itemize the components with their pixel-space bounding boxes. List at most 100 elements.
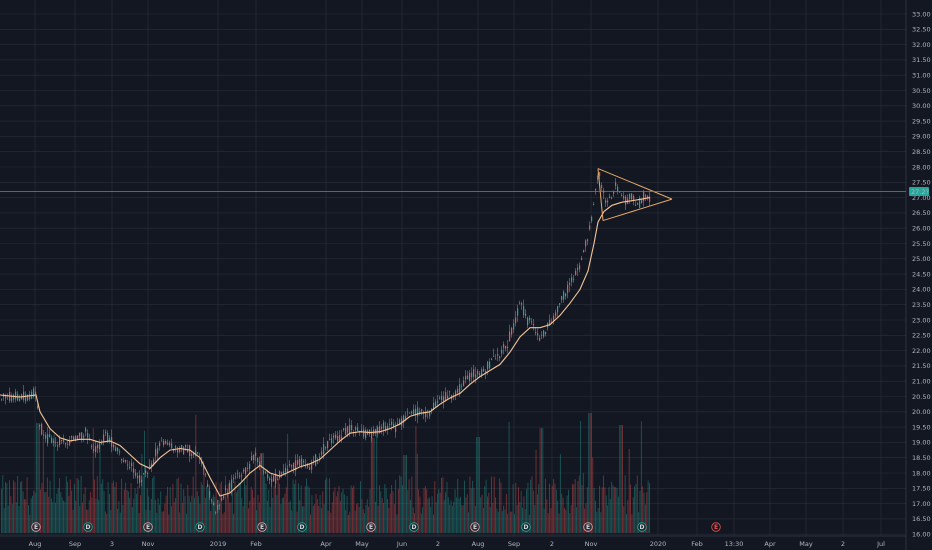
volume-bar [331,502,333,533]
volume-bar [482,508,484,533]
volume-bar [358,507,360,533]
volume-bar [65,476,67,533]
candle-body [405,416,407,419]
volume-bar [526,488,528,533]
candle-body [473,369,475,377]
candle-body [539,337,541,341]
volume-bar [195,414,197,533]
volume-bar [229,502,231,533]
candle-body [51,437,53,443]
volume-bar [601,487,603,533]
candle-body [11,395,13,402]
volume-bar [141,453,143,533]
candle-body [597,175,599,180]
volume-bar [28,504,29,533]
volume-bar [46,477,48,533]
volume-bar [427,498,429,533]
volume-bar [595,500,596,533]
volume-bar [643,492,645,533]
volume-bar [234,481,236,533]
price-tick-label: 22.50 [912,332,931,340]
candle-body [421,409,423,412]
candle-body [471,372,473,378]
earnings-marker[interactable]: E [257,522,267,532]
candle-body [357,427,359,431]
volume-bar [342,488,344,533]
candle-body [445,391,447,401]
candle-body [349,424,351,435]
volume-bar [88,500,90,533]
dividend-marker[interactable]: D [521,522,531,532]
candle-body [23,391,25,400]
volume-bar [392,491,394,533]
dividend-marker[interactable]: D [83,522,93,532]
volume-bar [401,485,403,533]
candle-body [297,460,299,465]
earnings-marker[interactable]: E [583,522,593,532]
candle-body [187,449,189,453]
triangle-pattern-drawing[interactable] [597,168,673,222]
volume-bar [44,492,46,533]
volume-bar [2,475,4,533]
candle-body [483,368,485,372]
volume-bar [585,503,587,533]
volume-bar [14,482,16,533]
price-axis[interactable]: 33.00 32.50 32.00 31.50 31.00 30.50 30.00 29.50… [912,10,931,538]
candle-body [609,196,611,199]
volume-bar [609,499,611,533]
volume-bar [200,481,202,533]
candle-body [65,442,67,445]
candle-body [587,239,589,242]
candle-body [153,459,155,464]
volume-bar [306,478,307,533]
volume-bar [504,509,506,533]
volume-bar [323,504,325,533]
candle-body [213,502,215,506]
volume-bar [80,476,82,533]
earnings-marker[interactable]: E [366,522,376,532]
candle-body [171,443,173,449]
volume-bar [406,455,407,533]
volume-bar [393,504,395,533]
volume-bar [7,505,9,533]
time-tick-label: 2020 [650,540,667,548]
dividend-marker[interactable]: D [409,522,419,532]
candle-body [185,445,187,447]
candle-body [321,451,323,455]
candle-body [377,427,379,434]
volume-bar [349,511,351,533]
triangle-upper-line[interactable] [597,168,673,200]
volume-bar [210,511,212,533]
earnings-marker[interactable]: E [711,522,721,532]
volume-bar [164,503,166,533]
dividend-marker[interactable]: D [637,522,647,532]
triangle-lower-line[interactable] [602,198,673,222]
volume-bar [281,498,283,533]
earnings-marker[interactable]: E [31,522,41,532]
candlesticks[interactable] [1,171,651,515]
candle-body [523,306,525,316]
volume-bar [34,492,36,533]
volume-bars [1,413,650,533]
earnings-marker[interactable]: E [470,522,480,532]
volume-bar [391,484,393,533]
candle-body [289,463,291,466]
candle-body [59,438,61,446]
volume-bar [472,480,474,533]
candle-body [419,411,421,413]
volume-bar [561,493,563,533]
volume-bar [56,493,58,533]
triangle-left-line[interactable] [597,168,604,221]
earnings-marker[interactable]: E [143,522,153,532]
volume-bar [219,483,221,533]
dividend-marker[interactable]: D [297,522,307,532]
time-axis[interactable]: Aug Sep 3 Nov 2019 Feb Apr May Jun 2 Aug Sep 2 Nov 202… [29,540,885,548]
candle-body [559,303,561,305]
candle-body [81,432,83,440]
dividend-marker[interactable]: D [195,522,205,532]
volume-bar [433,514,434,533]
volume-bar [291,510,293,533]
candle-body [437,400,439,403]
